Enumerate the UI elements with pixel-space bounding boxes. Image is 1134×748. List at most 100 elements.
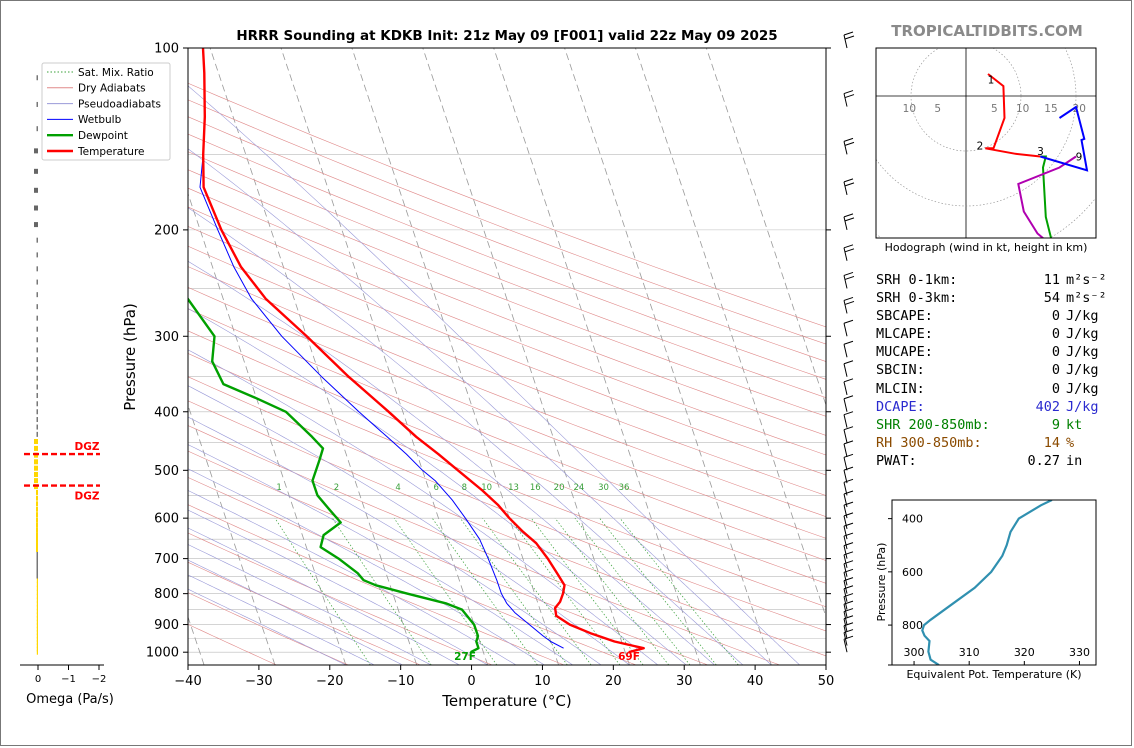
mixing-ratio-label: 8 [462, 483, 467, 493]
wind-barb-flag [843, 31, 854, 36]
x-tick-label: −30 [245, 674, 272, 689]
x-tick-label: 0 [467, 674, 475, 689]
wind-barb [843, 363, 848, 377]
sounding-index-label: RH 300-850mb: [876, 434, 982, 451]
x-tick-label: 10 [534, 674, 551, 689]
theta-e-y-tick-label: 400 [902, 513, 923, 526]
wind-barb-flag [843, 137, 854, 142]
wind-barb-flag [843, 378, 854, 383]
wind-barb [843, 275, 848, 289]
hodograph-ring-label: 5 [934, 103, 941, 115]
x-tick-label: 20 [605, 674, 622, 689]
dgz-label-bottom: DGZ [75, 491, 100, 503]
wind-barb [843, 515, 848, 529]
omega-bar [34, 465, 38, 471]
wind-barb-flag [843, 453, 854, 458]
omega-bar [36, 384, 38, 390]
skewt-legend: Sat. Mix. Ratio Dry Adiabats Pseudoadiabat… [41, 62, 171, 161]
omega-xlabel: Omega (Pa/s) [26, 692, 114, 707]
sounding-index-unit: in [1066, 452, 1083, 469]
wind-barb-flag [843, 522, 854, 527]
dry-adiabat [188, 169, 826, 417]
omega-bar [36, 640, 38, 646]
isotherm [280, 48, 489, 665]
x-tick-label: −10 [387, 674, 414, 689]
omega-bar [36, 537, 38, 543]
omega-bar [36, 581, 38, 587]
theta-e-ylabel: Pressure (hPa) [875, 543, 888, 622]
wetbulb-line [199, 48, 564, 649]
storm-motion-label: RM [856, 153, 868, 162]
x-tick-label: −20 [316, 674, 343, 689]
dry-adiabat [188, 116, 826, 362]
wind-barb [843, 580, 848, 594]
hodograph-segment [1017, 155, 1077, 238]
wind-barb-flag [843, 395, 854, 400]
hodograph-ring-label: 10 [903, 103, 916, 115]
pseudoadiabat [188, 444, 573, 665]
wind-barb-flag [844, 94, 855, 99]
wind-barb [843, 625, 848, 639]
omega-bar [34, 445, 38, 451]
pseudoadiabat [188, 527, 460, 665]
storm-motion-marker [853, 150, 870, 164]
wind-barb-flag [844, 248, 855, 253]
sounding-index-value: 0 [1051, 362, 1060, 379]
wind-barb [843, 443, 848, 457]
omega-bar [36, 564, 38, 570]
wind-barb-flag [843, 426, 854, 431]
omega-bar [36, 75, 38, 81]
wind-barb [843, 300, 848, 314]
hodograph-ring [910, 48, 1022, 152]
sounding-index-value: 402 [1035, 398, 1060, 415]
legend-box [41, 62, 171, 161]
omega-bar [36, 630, 38, 636]
omega-bar [36, 569, 38, 575]
omega-bar [36, 517, 38, 523]
hodograph-segment [1040, 105, 1089, 172]
wind-barb-flag [844, 182, 855, 187]
wind-barb-flag [843, 532, 854, 537]
wind-barb [843, 216, 848, 230]
mixing-ratio-label: 1 [276, 483, 281, 493]
theta-e-x-tick-label: 330 [1069, 646, 1090, 659]
omega-bar [36, 512, 38, 518]
mixing-ratio-label: 13 [508, 483, 519, 493]
wind-barb-flag [843, 340, 854, 345]
omega-bar [36, 597, 38, 603]
omega-bar [36, 315, 38, 321]
sounding-index-unit: % [1066, 434, 1075, 451]
wind-barb-flag [843, 296, 854, 301]
theta-e-x-tick-label: 320 [1014, 646, 1035, 659]
omega-bar [36, 556, 38, 562]
isotherm [493, 48, 701, 665]
mixing-ratio-line [554, 517, 670, 665]
hodograph-height-label: 6 [1087, 245, 1094, 257]
wind-barb [843, 604, 848, 618]
isotherm [209, 48, 418, 665]
legend-entry: Temperature [77, 146, 145, 158]
pseudoadiabat [188, 85, 800, 665]
omega-bar [36, 585, 38, 591]
hodograph-segment [985, 73, 1041, 158]
sounding-index-unit: kt [1066, 416, 1083, 433]
dry-adiabat [188, 187, 826, 436]
sounding-index-row: SBCIN: 0 J/kg [876, 362, 1106, 380]
sounding-index-label: MLCAPE: [876, 326, 933, 343]
omega-bar [36, 616, 38, 622]
sounding-index-row: SRH 0-3km: 54 m²s⁻² [876, 290, 1107, 308]
wind-barb-flag [843, 244, 854, 249]
pseudoadiabat [188, 148, 772, 665]
omega-tick-label: −2 [92, 674, 107, 685]
omega-bar [36, 527, 38, 533]
theta-e-xlabel: Equivalent Pot. Temperature (K) [906, 668, 1081, 681]
sounding-index-label: DCAPE: [876, 398, 925, 415]
isotherm [564, 48, 772, 665]
mixing-ratio-label: 4 [395, 483, 400, 493]
omega-bar [36, 605, 38, 611]
omega-bar [36, 542, 38, 548]
isotherm [188, 192, 347, 665]
omega-bar [36, 646, 38, 652]
wind-barb-flag [843, 512, 854, 517]
dry-adiabat [188, 308, 826, 561]
